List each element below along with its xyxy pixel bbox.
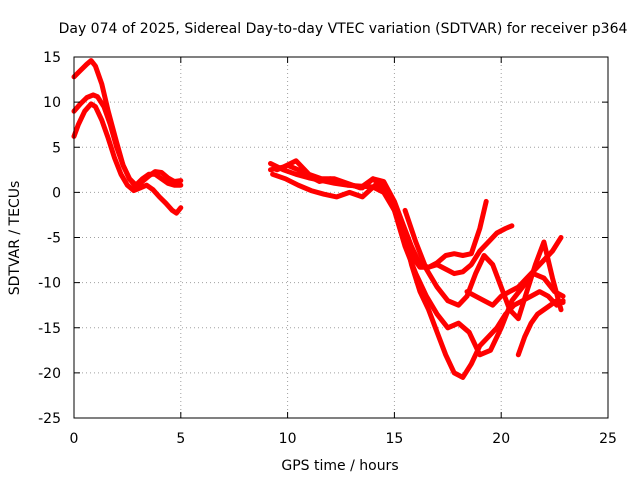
y-tick-label: 15 (43, 50, 61, 66)
y-tick-label: -20 (38, 366, 61, 382)
series-trace-2 (71, 92, 184, 190)
x-tick-label: 20 (492, 431, 510, 447)
y-tick-label: -25 (38, 411, 61, 427)
x-tick-label: 15 (385, 431, 403, 447)
x-tick-label: 0 (70, 431, 79, 447)
series-trace-8 (402, 207, 564, 322)
axis-ticks (73, 56, 609, 419)
y-tick-label: 10 (43, 95, 61, 111)
series-trace-7 (274, 162, 566, 358)
gridlines (74, 57, 608, 418)
y-tick-label: 5 (52, 140, 61, 156)
y-tick-label: -15 (38, 321, 61, 337)
y-tick-label: -5 (47, 231, 61, 247)
series-trace-10 (515, 298, 566, 358)
y-tick-labels: 15 10 5 0 -5 -10 -15 -20 -25 (38, 50, 61, 427)
x-tick-labels: 0 5 10 15 20 25 (70, 431, 617, 447)
x-axis-label: GPS time / hours (281, 458, 398, 474)
chart-title: Day 074 of 2025, Sidereal Day-to-day VTE… (59, 21, 628, 37)
series-trace-1 (71, 58, 184, 188)
y-tick-label: 0 (52, 185, 61, 201)
y-tick-label: -10 (38, 276, 61, 292)
data-series-group (71, 58, 566, 380)
series-trace-3 (71, 101, 184, 216)
x-tick-label: 25 (599, 431, 617, 447)
x-tick-label: 10 (279, 431, 297, 447)
series-trace-9 (464, 235, 564, 308)
y-axis-label: SDTVAR / TECUs (7, 181, 23, 296)
x-tick-label: 5 (176, 431, 185, 447)
